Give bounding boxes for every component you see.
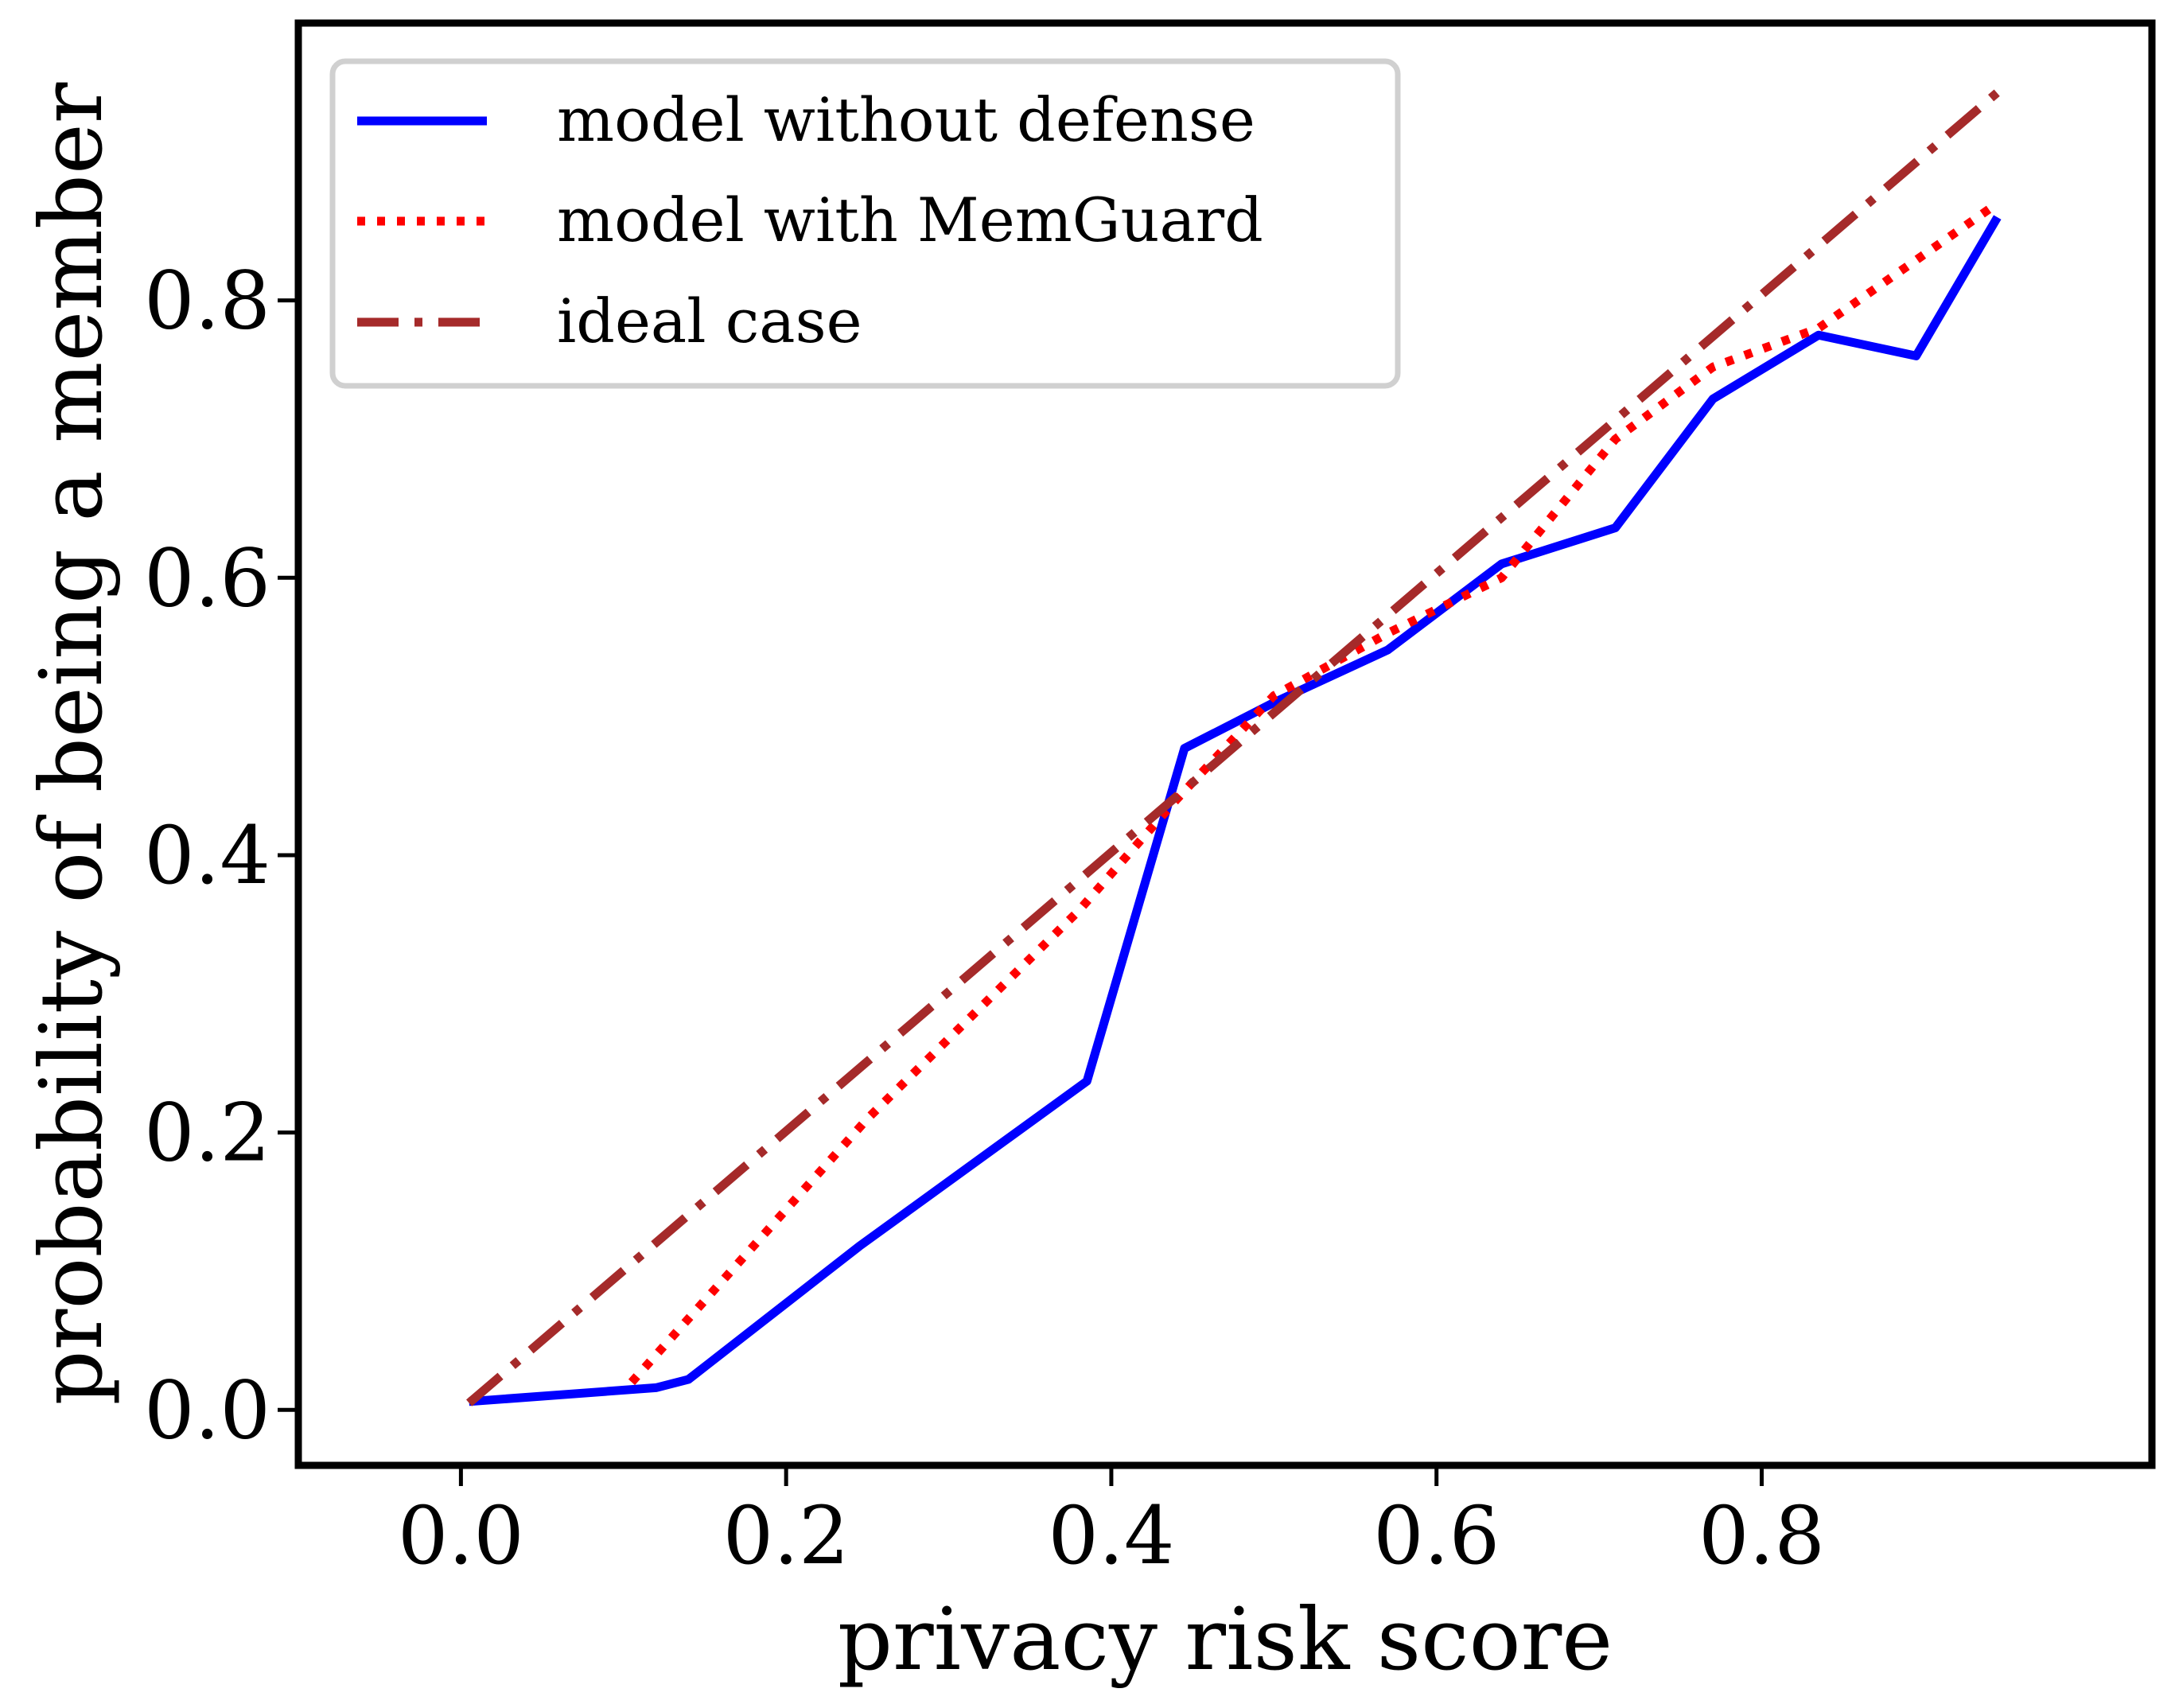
legend-box	[329, 58, 1401, 389]
series-layer	[466, 89, 2002, 1406]
legend-label: ideal case	[557, 286, 862, 356]
plot-area-frame	[294, 19, 2156, 1469]
x-tick-label: 0.2	[723, 1489, 850, 1582]
y-tick-label: 0.8	[144, 255, 270, 348]
legend-items: model without defense model with MemGuard…	[357, 84, 1263, 356]
x-axis-title: privacy risk score	[838, 1590, 1613, 1690]
x-tick-label: 0.8	[1698, 1489, 1825, 1582]
y-axis-title: probability of being a member	[22, 82, 122, 1405]
legend-label: model without defense	[557, 84, 1255, 155]
series-line-model-without-defense	[469, 215, 2002, 1406]
y-tick-label: 0.4	[144, 809, 270, 902]
x-tick-label: 0.6	[1373, 1489, 1500, 1582]
y-tick-label: 0.6	[144, 531, 270, 624]
y-axis-ticks: 0.0 0.2 0.4 0.6 0.8	[144, 255, 295, 1457]
series-line-ideal-case	[466, 89, 2001, 1406]
legend-label: model with MemGuard	[557, 185, 1263, 255]
y-tick-label: 0.2	[144, 1087, 270, 1180]
x-tick-label: 0.0	[398, 1489, 524, 1582]
y-tick-label: 0.0	[144, 1364, 270, 1457]
legend: model without defense model with MemGuard…	[329, 58, 1401, 389]
x-axis-ticks: 0.0 0.2 0.4 0.6 0.8	[398, 1469, 1825, 1582]
x-tick-label: 0.4	[1048, 1489, 1174, 1582]
series-line-model-with-memguard	[628, 200, 2000, 1386]
